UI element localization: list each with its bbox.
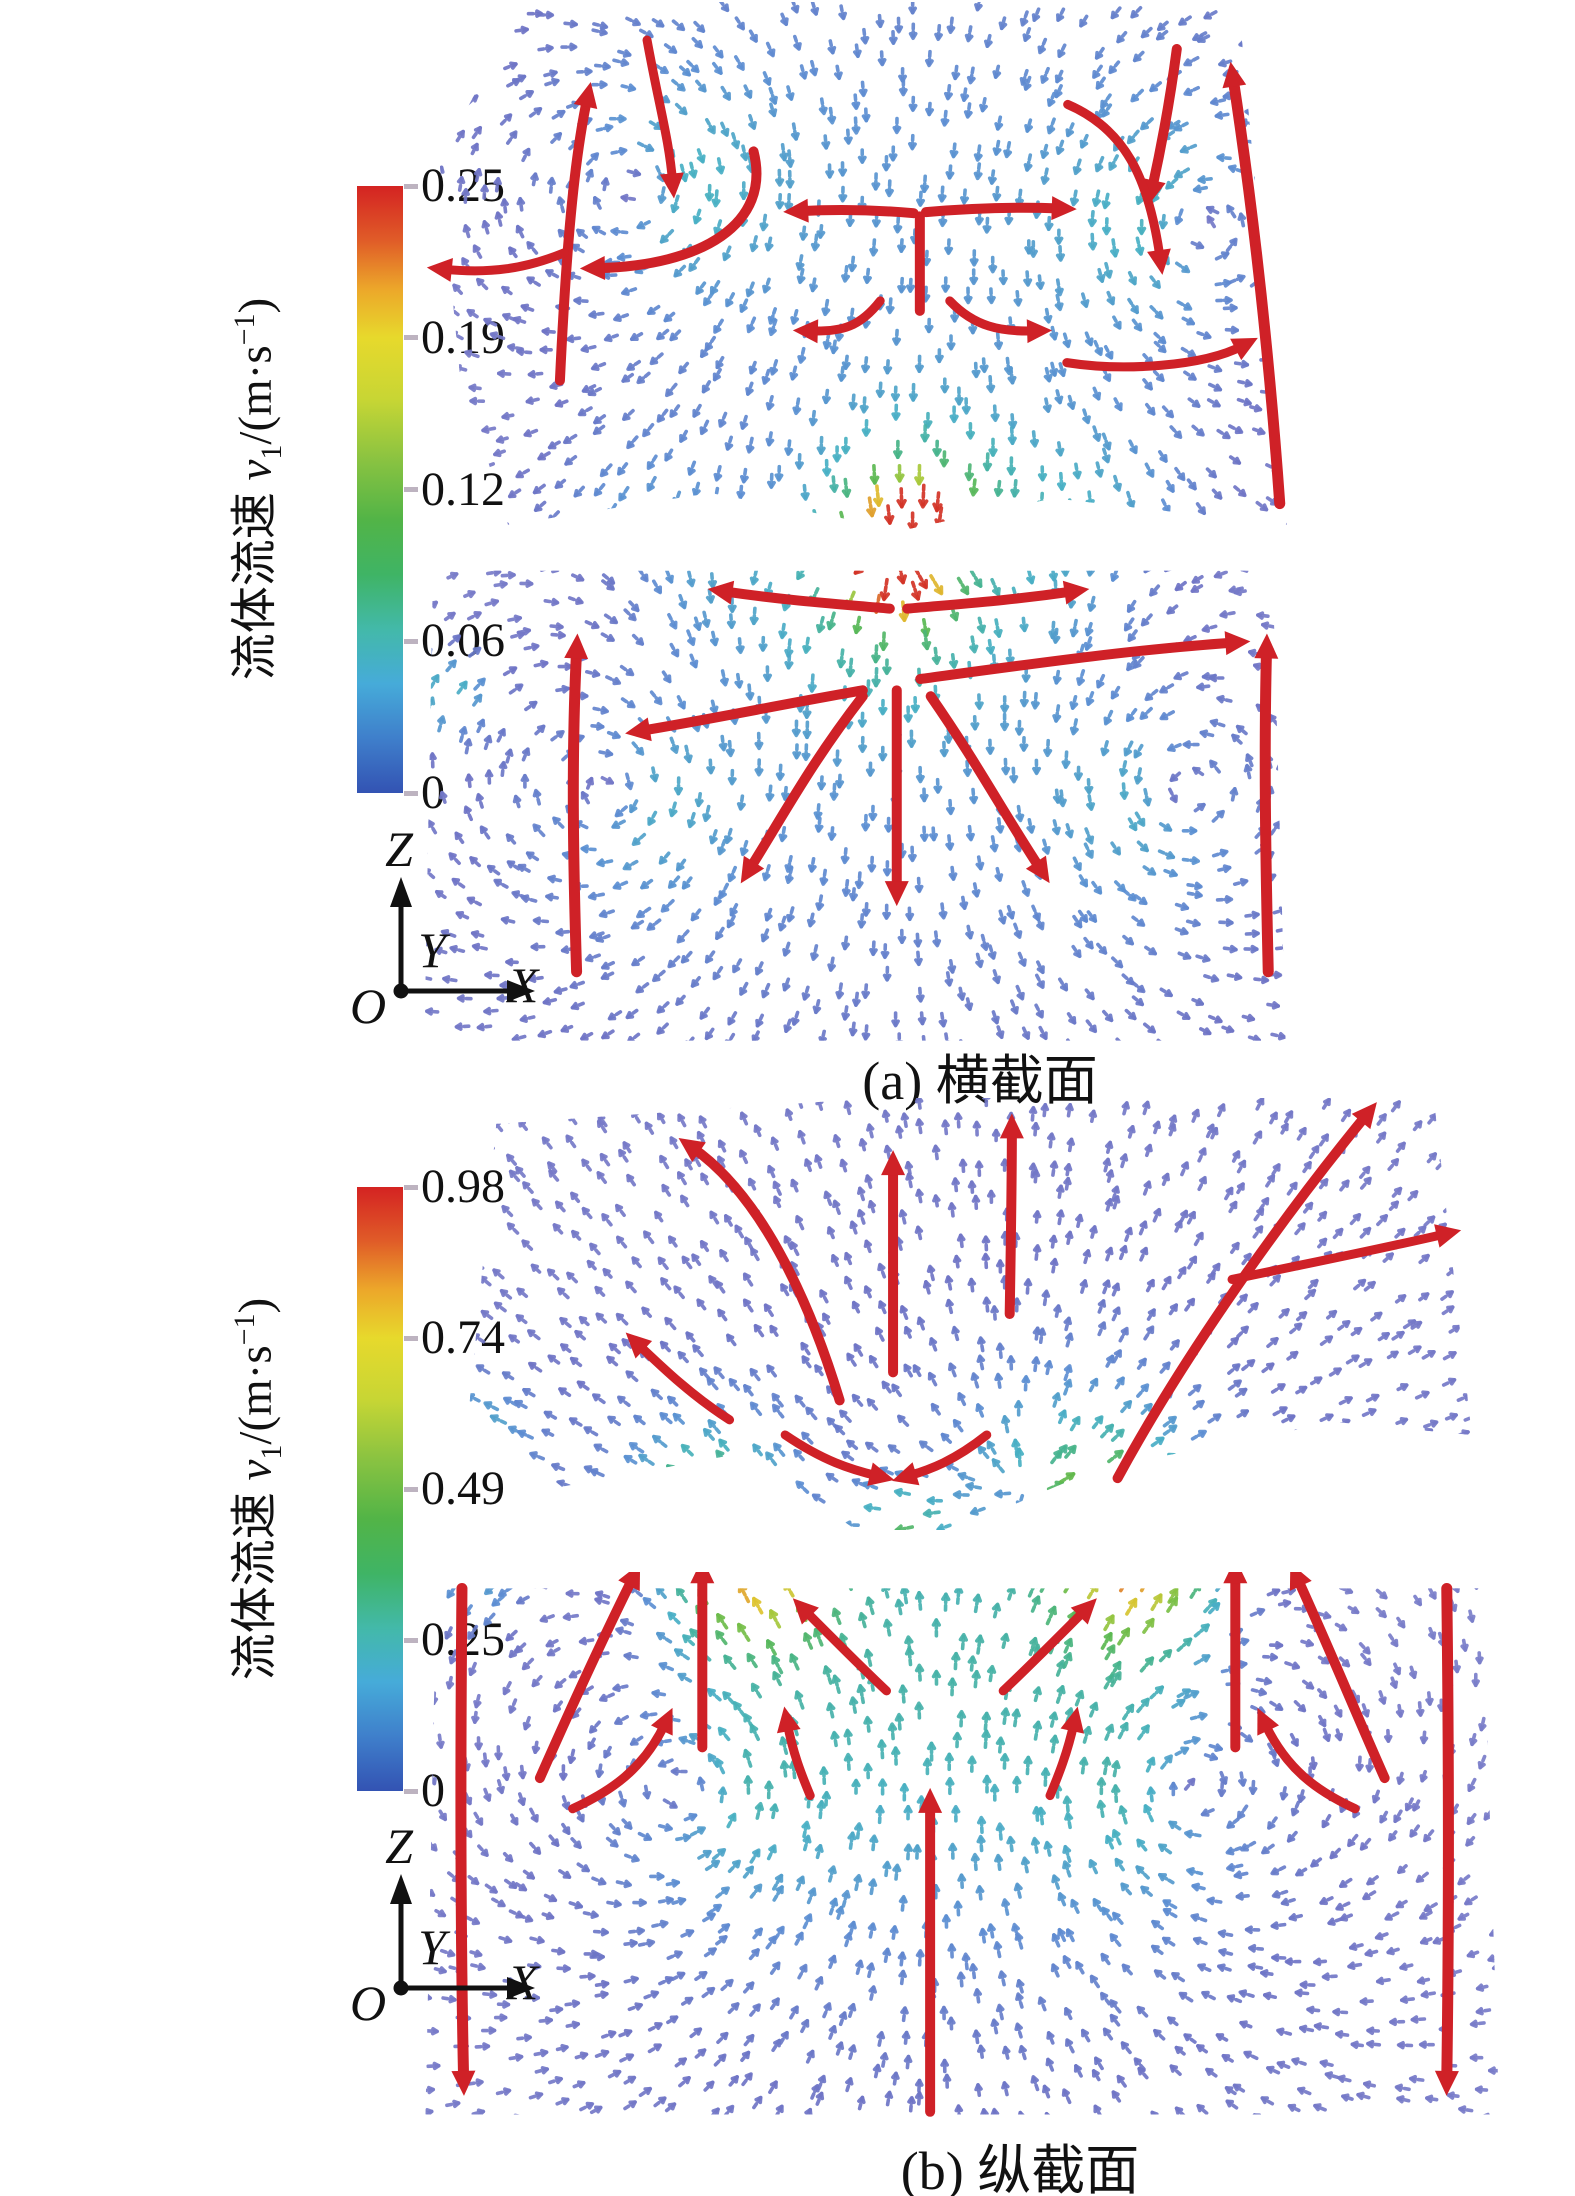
tick-mark xyxy=(404,1788,418,1794)
axes-arrows-icon xyxy=(390,877,535,1002)
axis-label-y: Y xyxy=(418,1919,446,1975)
unit-open: /(m·s xyxy=(229,345,282,445)
colorbar-tick: 0.12 xyxy=(404,462,505,516)
colorbar-b xyxy=(357,1187,403,1791)
axis-label-y: Y xyxy=(418,922,446,978)
tick-mark xyxy=(404,335,418,341)
vector-field-b-longitudinal-lower xyxy=(425,1572,1500,2117)
tick-mark xyxy=(404,1184,418,1190)
colorbar-a xyxy=(357,186,403,793)
axis-label-o: O xyxy=(349,1975,387,2031)
tick-mark xyxy=(404,790,418,796)
colorbar-label-cn: 流体流速 xyxy=(229,1480,282,1681)
axis-label-o: O xyxy=(349,978,387,1034)
unit-exponent: −1 xyxy=(227,313,261,346)
unit-exponent: −1 xyxy=(227,1313,261,1346)
velocity-symbol: v xyxy=(229,459,282,481)
vector-field-b-longitudinal-upper xyxy=(469,1098,1472,1530)
colorbar-tick-label: 0.98 xyxy=(421,1160,505,1213)
velocity-symbol: v xyxy=(229,1459,282,1481)
colorbar-tick-label: 0.49 xyxy=(421,1462,505,1515)
colorbar-b-ticks: 0.98 0.74 0.49 0.25 0 xyxy=(404,1163,554,1815)
colorbar-tick: 0.06 xyxy=(404,617,505,665)
unit-open: /(m·s xyxy=(229,1345,282,1445)
axes-triad-b: Z Y X O xyxy=(343,1821,583,2031)
axis-label-x: X xyxy=(507,1954,539,2010)
velocity-subscript: 1 xyxy=(254,1444,288,1460)
vector-field-a-cross-upper xyxy=(426,2,1287,530)
colorbar-a-ticks: 0.25 0.19 0.12 0.06 0 xyxy=(404,162,554,817)
tick-mark xyxy=(404,1637,418,1643)
axes-arrows-icon xyxy=(390,1874,535,1999)
tick-mark xyxy=(404,487,418,492)
velocity-subscript: 1 xyxy=(254,444,288,460)
caption-b: (b) 纵截面 xyxy=(900,2141,1140,2196)
axis-label-z: Z xyxy=(385,1818,413,1874)
colorbar-tick-label: 0.12 xyxy=(421,462,505,516)
colorbar-tick: 0 xyxy=(404,1767,445,1815)
tick-mark xyxy=(404,183,418,189)
colorbar-tick: 0.74 xyxy=(404,1314,505,1362)
tick-mark xyxy=(404,638,418,644)
colorbar-a-label: 流体流速 v1/(m·s−1) xyxy=(228,297,288,681)
colorbar-label-cn: 流体流速 xyxy=(229,480,282,681)
colorbar-b-label: 流体流速 v1/(m·s−1) xyxy=(228,1297,288,1681)
axis-label-z: Z xyxy=(385,821,413,877)
colorbar-tick: 0.49 xyxy=(404,1465,505,1513)
axis-label-x: X xyxy=(507,957,539,1013)
unit-close: ) xyxy=(229,297,282,314)
colorbar-tick-label: 0.74 xyxy=(421,1311,505,1364)
colorbar-tick-label: 0.25 xyxy=(421,159,505,212)
colorbar-tick: 0.98 xyxy=(404,1163,505,1211)
caption-a: (a) 横截面 xyxy=(862,1051,1098,1111)
colorbar-tick-label: 0 xyxy=(421,1764,445,1817)
tick-mark xyxy=(404,1486,418,1492)
axes-triad-a: Z Y X O xyxy=(343,824,583,1034)
colorbar-tick-label: 0.06 xyxy=(421,614,505,668)
vector-field-a-cross-lower xyxy=(424,570,1286,1041)
unit-close: ) xyxy=(229,1297,282,1314)
colorbar-tick: 0.25 xyxy=(404,162,505,210)
tick-mark xyxy=(404,1335,418,1341)
